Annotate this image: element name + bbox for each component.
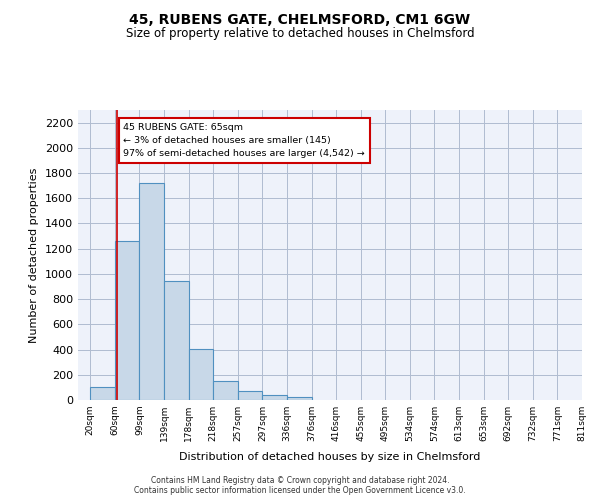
Bar <box>213 381 238 400</box>
Bar <box>139 182 164 400</box>
Text: Contains HM Land Registry data © Crown copyright and database right 2024.
Contai: Contains HM Land Registry data © Crown c… <box>134 476 466 495</box>
Text: Distribution of detached houses by size in Chelmsford: Distribution of detached houses by size … <box>179 452 481 462</box>
Bar <box>90 387 115 400</box>
Bar <box>287 397 311 400</box>
Bar <box>188 349 213 400</box>
Text: 45 RUBENS GATE: 65sqm
← 3% of detached houses are smaller (145)
97% of semi-deta: 45 RUBENS GATE: 65sqm ← 3% of detached h… <box>124 122 365 158</box>
Bar <box>238 390 262 400</box>
Bar <box>164 282 188 400</box>
Bar <box>115 240 139 400</box>
Y-axis label: Number of detached properties: Number of detached properties <box>29 168 40 342</box>
Bar <box>262 394 287 400</box>
Text: 45, RUBENS GATE, CHELMSFORD, CM1 6GW: 45, RUBENS GATE, CHELMSFORD, CM1 6GW <box>130 12 470 26</box>
Text: Size of property relative to detached houses in Chelmsford: Size of property relative to detached ho… <box>125 28 475 40</box>
